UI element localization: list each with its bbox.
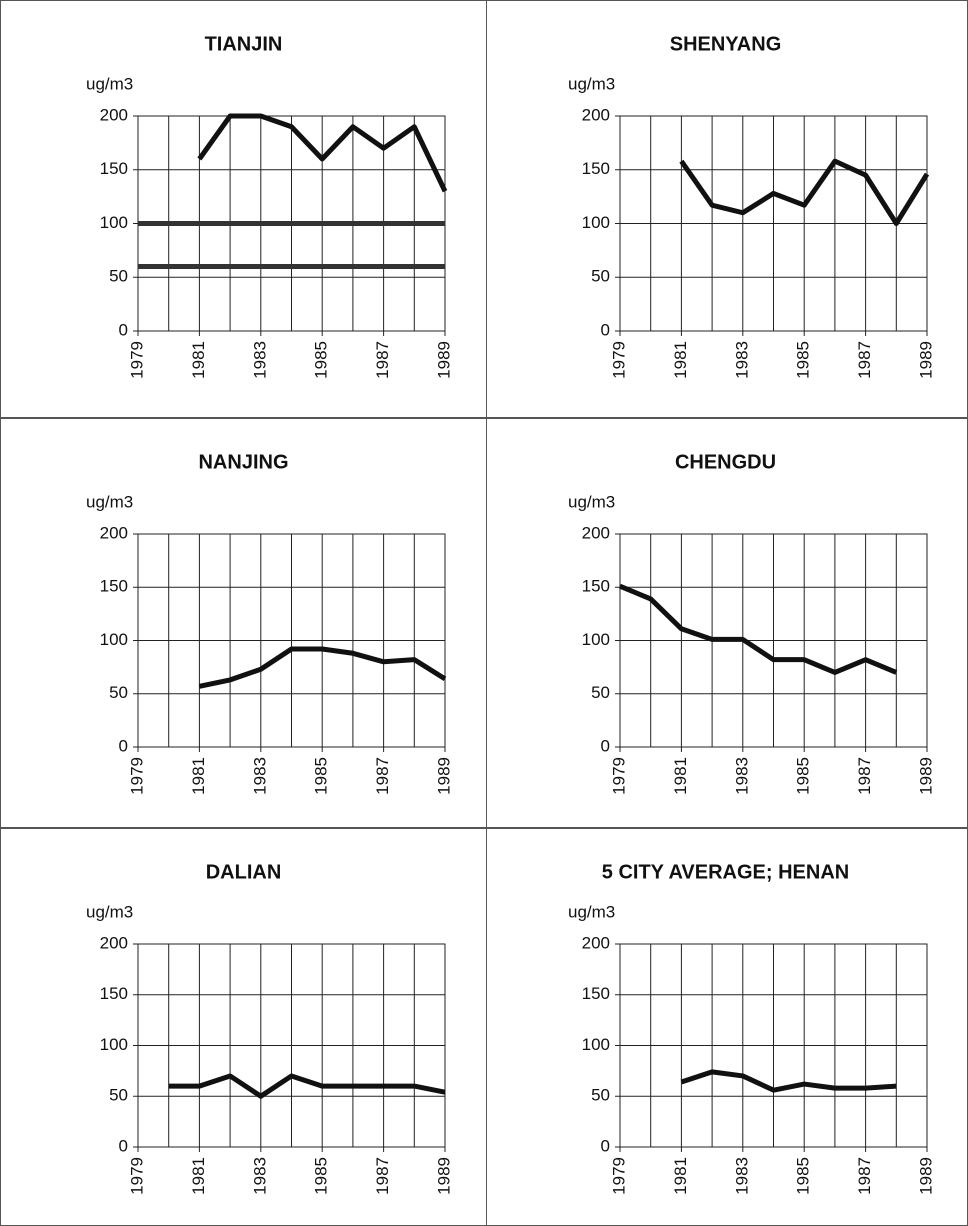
y-axis-label: ug/m3 bbox=[568, 74, 615, 93]
y-tick-label: 50 bbox=[109, 683, 128, 702]
data-line bbox=[680, 1069, 897, 1093]
y-tick-label: 150 bbox=[582, 159, 610, 178]
y-tick-label: 0 bbox=[601, 736, 610, 755]
y-axis-label: ug/m3 bbox=[86, 74, 133, 93]
x-tick-label: 1983 bbox=[250, 757, 269, 795]
y-tick-label: 150 bbox=[100, 984, 128, 1003]
x-tick-label: 1979 bbox=[127, 1157, 146, 1195]
x-tick-label: 1983 bbox=[732, 757, 751, 795]
y-tick-label: 200 bbox=[582, 105, 610, 124]
y-tick-label: 50 bbox=[109, 1086, 128, 1105]
y-tick-label: 150 bbox=[100, 577, 128, 596]
x-tick-label: 1979 bbox=[127, 757, 146, 795]
y-tick-label: 0 bbox=[119, 320, 128, 339]
x-tick-label: 1989 bbox=[434, 757, 453, 795]
x-tick-label: 1987 bbox=[373, 341, 392, 379]
x-tick-label: 1989 bbox=[916, 757, 935, 795]
x-tick-label: 1981 bbox=[189, 757, 208, 795]
y-tick-label: 200 bbox=[100, 933, 128, 952]
y-tick-label: 100 bbox=[582, 1035, 610, 1054]
x-tick-label: 1983 bbox=[732, 341, 751, 379]
x-tick-label: 1983 bbox=[250, 1157, 269, 1195]
x-tick-label: 1979 bbox=[609, 341, 628, 379]
x-tick-label: 1981 bbox=[671, 341, 690, 379]
x-tick-label: 1985 bbox=[312, 757, 331, 795]
x-tick-label: 1985 bbox=[312, 341, 331, 379]
x-tick-label: 1989 bbox=[434, 341, 453, 379]
data-line bbox=[679, 158, 930, 226]
x-tick-label: 1987 bbox=[373, 757, 392, 795]
x-tick-label: 1979 bbox=[127, 341, 146, 379]
y-tick-label: 50 bbox=[109, 267, 128, 286]
y-axis-label: ug/m3 bbox=[86, 902, 133, 921]
chart-title: SHENYANG bbox=[670, 33, 782, 55]
y-tick-label: 100 bbox=[100, 1035, 128, 1054]
y-tick-label: 0 bbox=[119, 1136, 128, 1155]
y-tick-label: 0 bbox=[119, 736, 128, 755]
x-tick-label: 1989 bbox=[434, 1157, 453, 1195]
y-tick-label: 200 bbox=[100, 105, 128, 124]
y-tick-label: 100 bbox=[100, 630, 128, 649]
data-line bbox=[197, 113, 448, 193]
x-tick-label: 1989 bbox=[916, 1157, 935, 1195]
x-tick-label: 1983 bbox=[732, 1157, 751, 1195]
chart-title: CHENGDU bbox=[675, 451, 776, 473]
y-tick-label: 150 bbox=[582, 984, 610, 1003]
x-tick-label: 1985 bbox=[794, 341, 813, 379]
x-tick-label: 1985 bbox=[794, 757, 813, 795]
data-line bbox=[198, 646, 447, 689]
x-tick-label: 1987 bbox=[373, 1157, 392, 1195]
x-tick-label: 1979 bbox=[609, 757, 628, 795]
y-tick-label: 100 bbox=[100, 213, 128, 232]
x-tick-label: 1981 bbox=[671, 757, 690, 795]
y-tick-label: 100 bbox=[582, 213, 610, 232]
x-tick-label: 1981 bbox=[671, 1157, 690, 1195]
y-tick-label: 200 bbox=[100, 523, 128, 542]
x-tick-label: 1985 bbox=[794, 1157, 813, 1195]
x-tick-label: 1985 bbox=[312, 1157, 331, 1195]
x-tick-label: 1981 bbox=[189, 1157, 208, 1195]
y-tick-label: 50 bbox=[591, 267, 610, 286]
y-axis-label: ug/m3 bbox=[568, 492, 615, 511]
x-tick-label: 1979 bbox=[609, 1157, 628, 1195]
y-tick-label: 0 bbox=[601, 1136, 610, 1155]
chart-title: DALIAN bbox=[206, 861, 282, 883]
y-tick-label: 150 bbox=[582, 577, 610, 596]
x-tick-label: 1987 bbox=[855, 341, 874, 379]
y-axis-label: ug/m3 bbox=[568, 902, 615, 921]
y-tick-label: 0 bbox=[601, 320, 610, 339]
chart-title: 5 CITY AVERAGE; HENAN bbox=[602, 861, 849, 883]
y-axis-label: ug/m3 bbox=[86, 492, 133, 511]
x-tick-label: 1989 bbox=[916, 341, 935, 379]
y-tick-label: 50 bbox=[591, 1086, 610, 1105]
x-tick-label: 1981 bbox=[189, 341, 208, 379]
y-tick-label: 150 bbox=[100, 159, 128, 178]
chart-title: NANJING bbox=[198, 451, 288, 473]
data-line bbox=[168, 1073, 446, 1099]
data-line bbox=[619, 583, 898, 675]
chart-title: TIANJIN bbox=[205, 33, 283, 55]
x-tick-label: 1987 bbox=[855, 1157, 874, 1195]
y-tick-label: 100 bbox=[582, 630, 610, 649]
y-tick-label: 200 bbox=[582, 523, 610, 542]
y-tick-label: 50 bbox=[591, 683, 610, 702]
x-tick-label: 1987 bbox=[855, 757, 874, 795]
x-tick-label: 1983 bbox=[250, 341, 269, 379]
y-tick-label: 200 bbox=[582, 933, 610, 952]
